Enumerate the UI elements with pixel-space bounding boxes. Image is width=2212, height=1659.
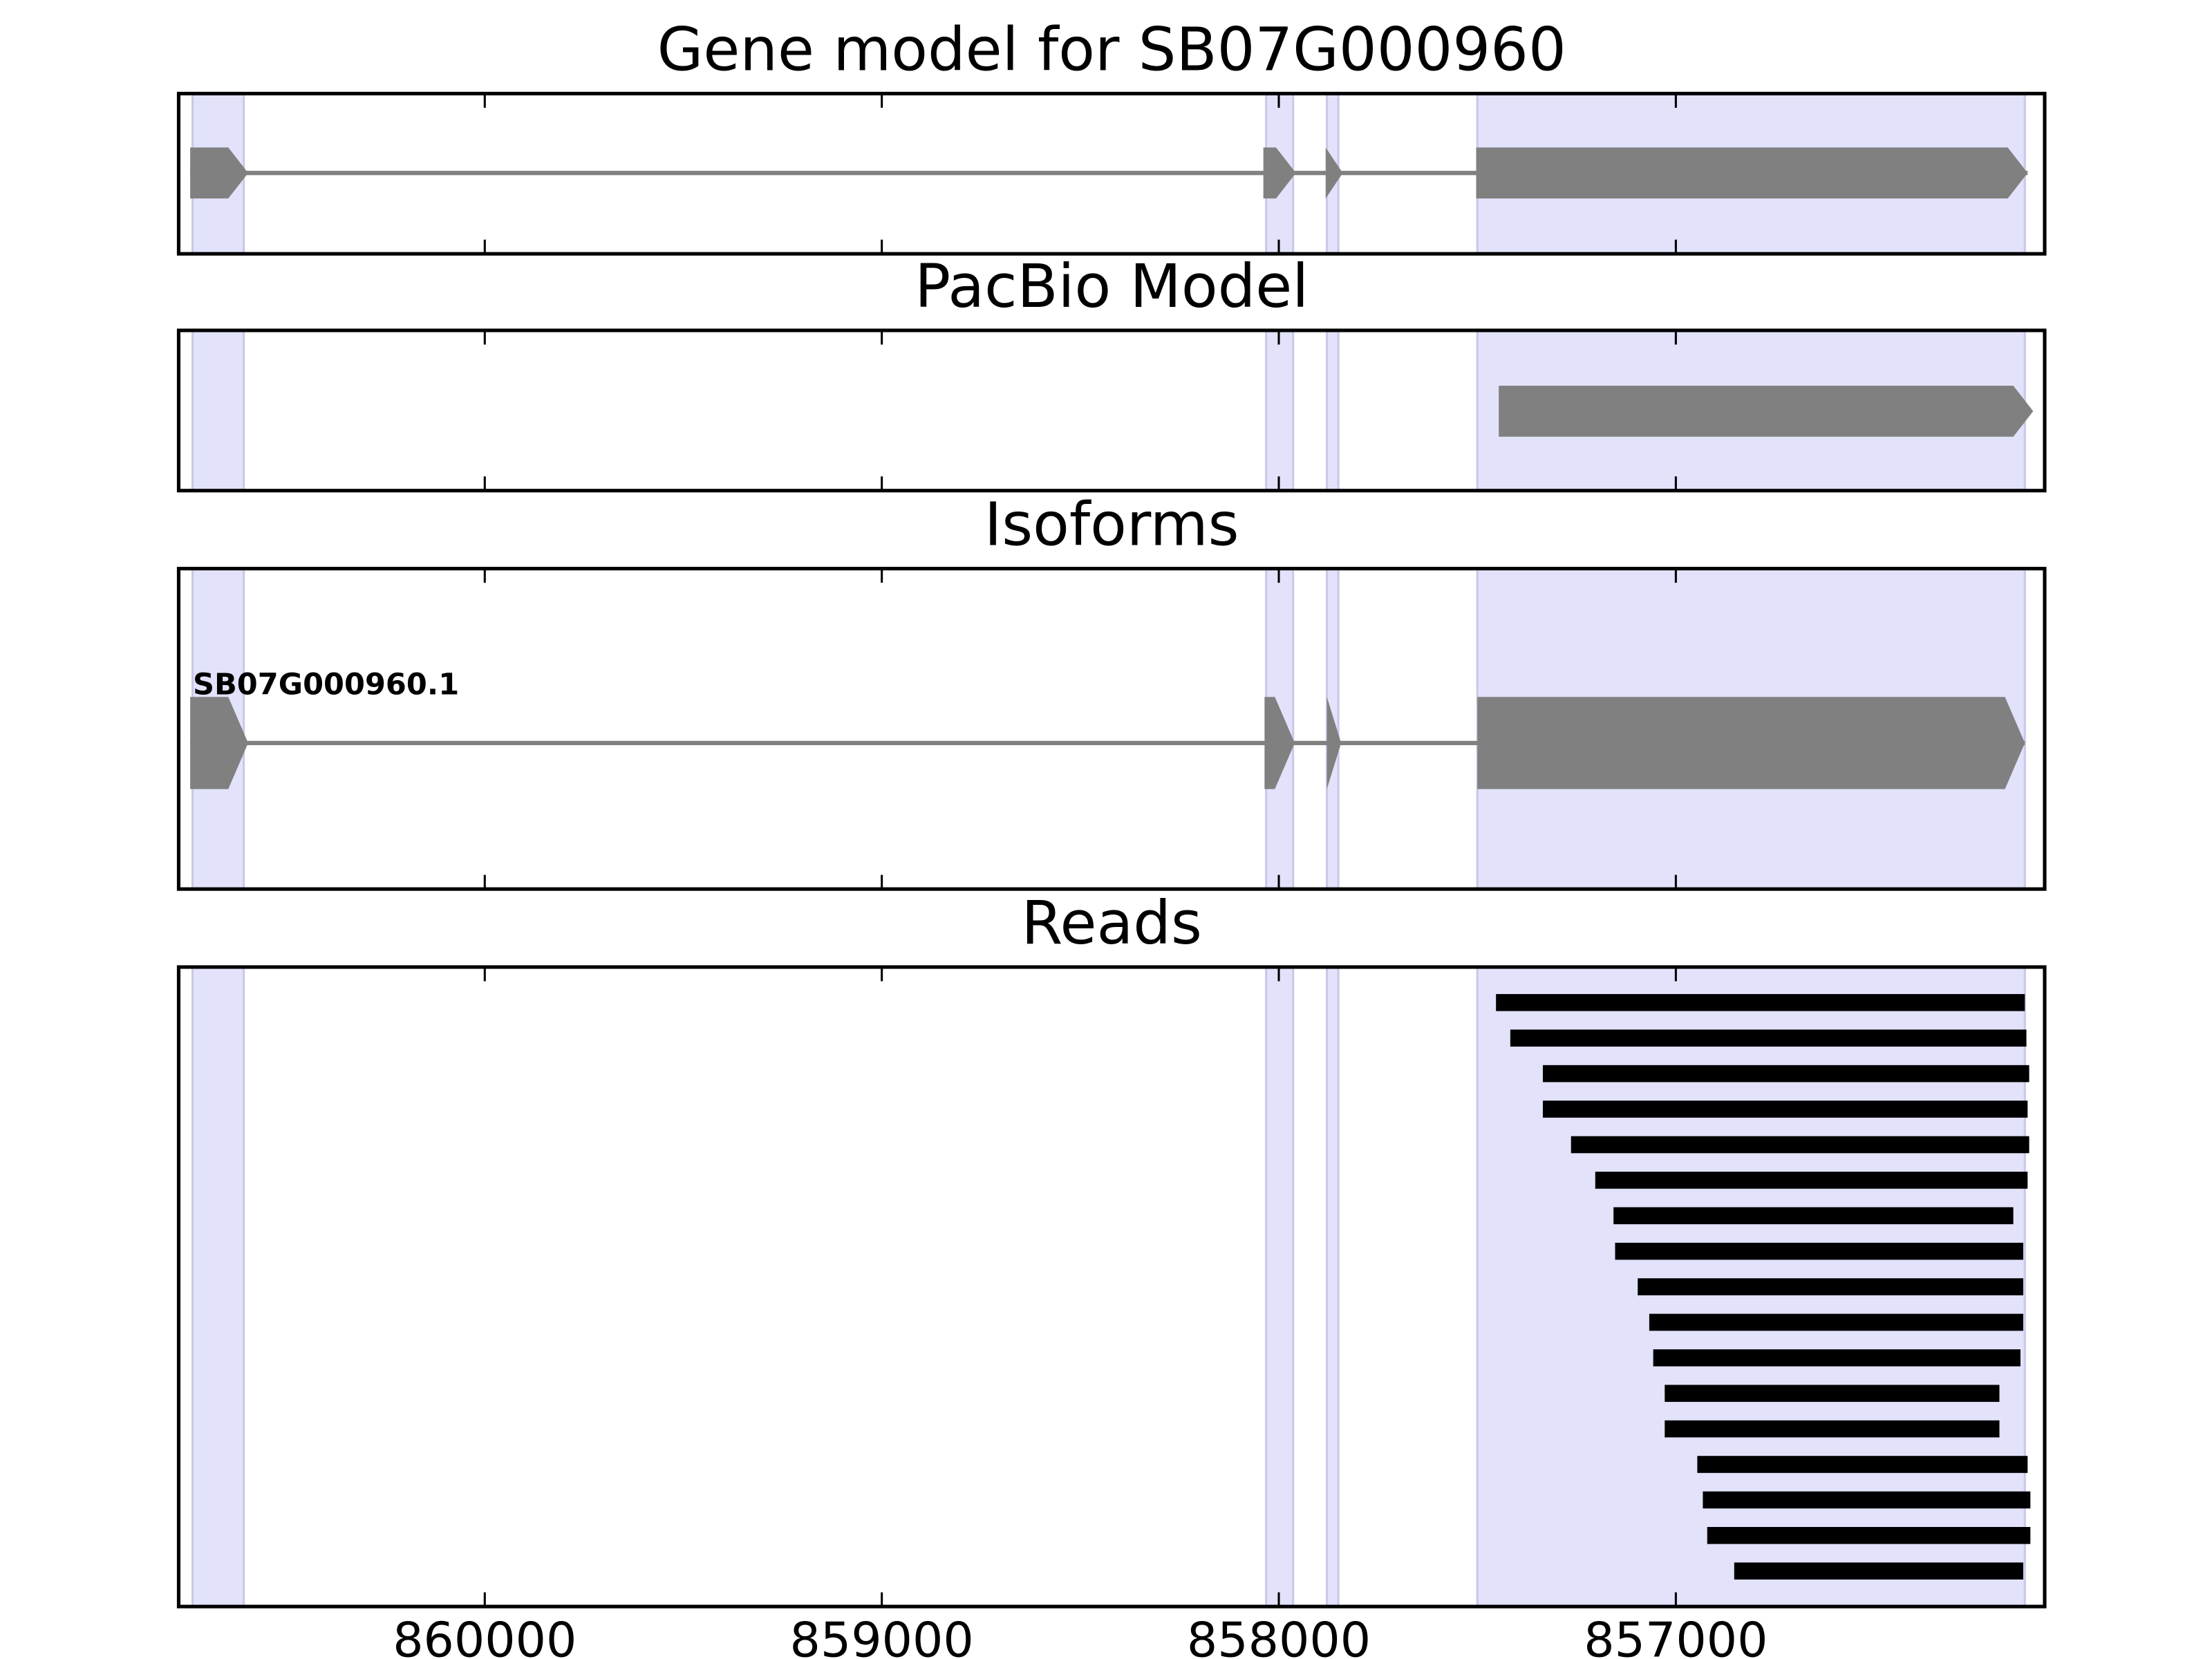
read bbox=[1665, 1420, 2000, 1438]
exon-highlight bbox=[1325, 966, 1340, 1608]
exon bbox=[1264, 697, 1295, 789]
read bbox=[1707, 1527, 2031, 1544]
panel-frame bbox=[176, 567, 2047, 891]
read bbox=[1653, 1349, 2021, 1367]
panel-frame bbox=[176, 328, 2047, 493]
exon bbox=[1325, 147, 1343, 199]
panel-title: Reads bbox=[1022, 889, 1202, 958]
x-tick-label: 860000 bbox=[393, 1612, 577, 1659]
panel-title: PacBio Model bbox=[915, 252, 1309, 321]
x-tick-label: 858000 bbox=[1187, 1612, 1371, 1659]
read bbox=[1595, 1172, 2028, 1189]
read bbox=[1613, 1207, 2014, 1225]
x-tick-label: 857000 bbox=[1584, 1612, 1768, 1659]
panel-title: Isoforms bbox=[984, 491, 1239, 560]
exon-highlight bbox=[1325, 329, 1340, 492]
exon bbox=[190, 697, 248, 789]
exon-highlight bbox=[191, 329, 245, 492]
read bbox=[1734, 1562, 2023, 1580]
read bbox=[1615, 1242, 2023, 1260]
read bbox=[1638, 1278, 2023, 1295]
read bbox=[1496, 994, 2025, 1011]
panel-frame bbox=[176, 965, 2047, 1609]
exon bbox=[1477, 697, 2025, 789]
read bbox=[1697, 1456, 2028, 1473]
exon bbox=[1476, 147, 2028, 199]
exon-highlight bbox=[191, 966, 245, 1608]
isoform-label: SB07G000960.1 bbox=[193, 667, 459, 702]
read bbox=[1542, 1065, 2030, 1082]
panel-frame bbox=[176, 91, 2047, 256]
exon-highlight bbox=[1265, 329, 1295, 492]
read bbox=[1665, 1385, 2000, 1403]
x-tick-label: 859000 bbox=[790, 1612, 974, 1659]
read bbox=[1703, 1491, 2031, 1509]
exon bbox=[1327, 697, 1342, 789]
panel-title: Gene model for SB07G000960 bbox=[657, 15, 1566, 84]
exon bbox=[1499, 385, 2034, 437]
exon bbox=[190, 147, 248, 199]
exon bbox=[1263, 147, 1296, 199]
exon-highlight bbox=[1265, 966, 1295, 1608]
read bbox=[1510, 1029, 2027, 1047]
read bbox=[1542, 1100, 2028, 1118]
read bbox=[1571, 1136, 2030, 1154]
read bbox=[1649, 1313, 2023, 1331]
